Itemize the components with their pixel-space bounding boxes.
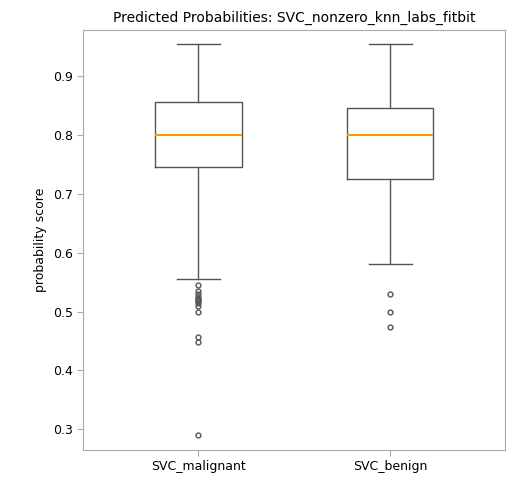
Y-axis label: probability score: probability score: [34, 188, 47, 292]
Title: Predicted Probabilities: SVC_nonzero_knn_labs_fitbit: Predicted Probabilities: SVC_nonzero_knn…: [113, 10, 476, 25]
